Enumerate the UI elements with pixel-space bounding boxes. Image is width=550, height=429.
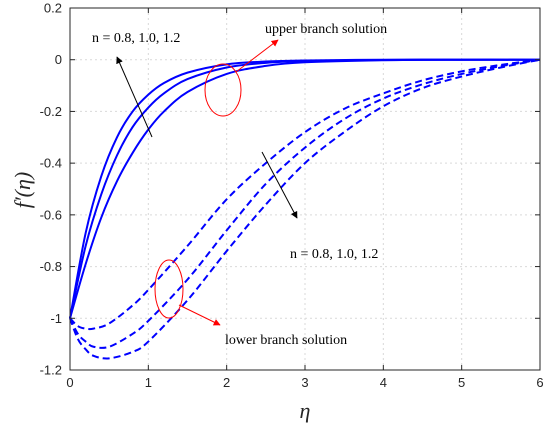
upper-params-label: n = 0.8, 1.0, 1.2 bbox=[92, 31, 180, 46]
lower-branch-arrow bbox=[178, 304, 221, 326]
series-layer bbox=[69, 58, 541, 360]
series-lower-n1 bbox=[69, 58, 541, 349]
lower-params-label: n = 0.8, 1.0, 1.2 bbox=[290, 247, 378, 262]
series-lower-n1_2 bbox=[69, 58, 541, 360]
y-tick-label: 0 bbox=[55, 52, 62, 67]
y-tick-label: -1.2 bbox=[40, 363, 62, 378]
y-tick-label: -1 bbox=[50, 311, 62, 326]
lower-branch-ellipse bbox=[154, 259, 184, 319]
upper-branch-arrow bbox=[235, 39, 279, 73]
series-upper-n1_2 bbox=[69, 58, 541, 319]
y-tick-label: 0.2 bbox=[44, 1, 62, 16]
y-tick-label: -0.2 bbox=[40, 104, 62, 119]
x-tick-label: 2 bbox=[223, 375, 230, 390]
upper-param-arrow bbox=[116, 56, 153, 138]
y-axis-label: f′(η) bbox=[10, 172, 35, 209]
upper-branch-label: upper branch solution bbox=[265, 22, 387, 37]
lower-param-arrow bbox=[261, 151, 298, 219]
series-lower-n0_8 bbox=[69, 58, 541, 331]
upper-branch-ellipse bbox=[204, 63, 242, 117]
x-axis-label: η bbox=[300, 398, 311, 423]
x-tick-label: 0 bbox=[66, 375, 73, 390]
x-tick-label: 1 bbox=[145, 375, 152, 390]
x-tick-label: 3 bbox=[301, 375, 308, 390]
x-tick-label: 4 bbox=[380, 375, 387, 390]
lower-branch-label: lower branch solution bbox=[225, 333, 347, 348]
x-tick-label: 6 bbox=[536, 375, 543, 390]
x-tick-label: 5 bbox=[458, 375, 465, 390]
y-tick-label: -0.4 bbox=[40, 156, 62, 171]
y-tick-label: -0.6 bbox=[40, 207, 62, 222]
y-tick-label: -0.8 bbox=[40, 259, 62, 274]
ticks: 0 1 2 3 4 5 6 -1.2 -1 -0.8 -0.6 -0.4 -0.2 0 0.2 bbox=[40, 1, 544, 391]
